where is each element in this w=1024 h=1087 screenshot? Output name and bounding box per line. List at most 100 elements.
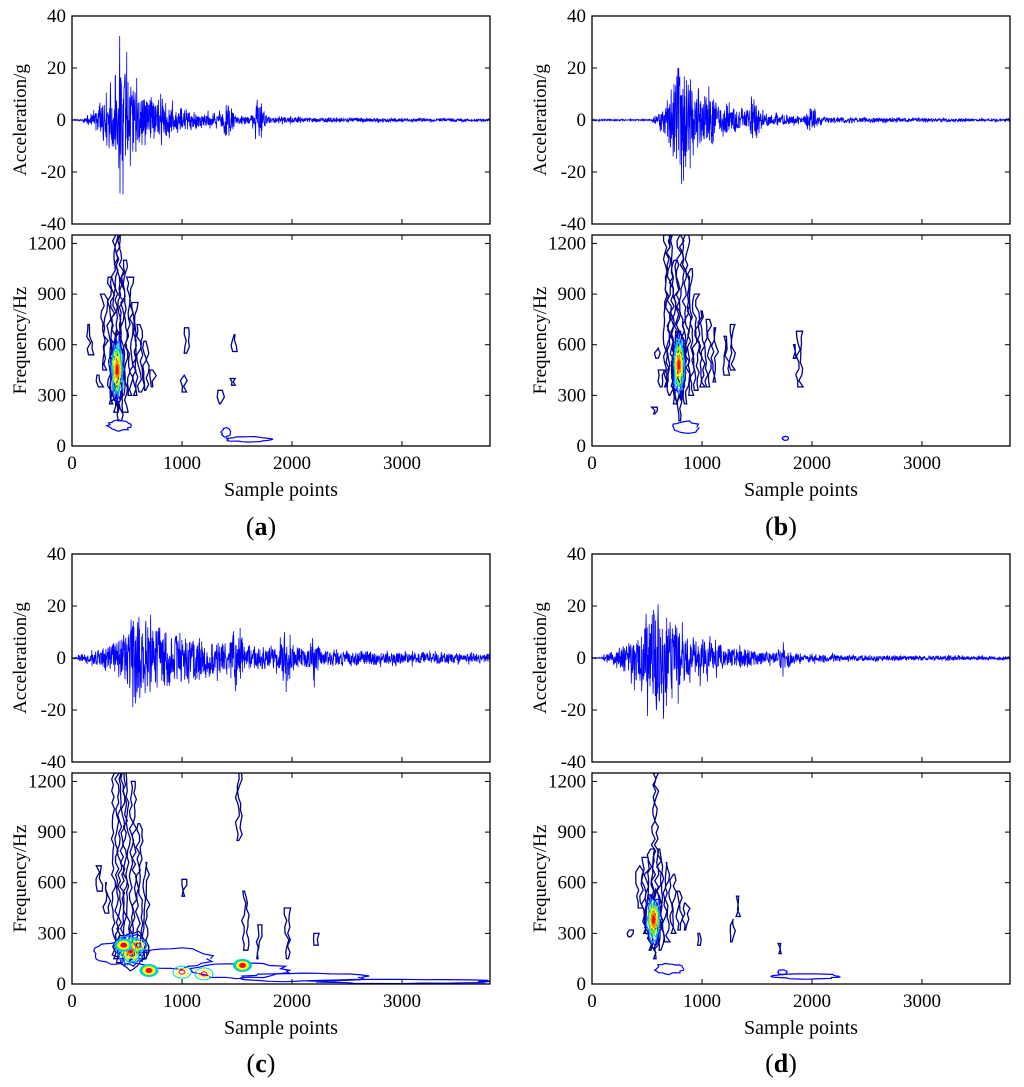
- contour-warm-spot: [131, 940, 145, 950]
- caption-close: ): [788, 512, 797, 541]
- contour-loop: [220, 427, 232, 438]
- timefreq-ylabel: Frequency/Hz: [10, 825, 31, 933]
- contour-warm-spot: [197, 969, 211, 979]
- signal-ytick-label: 0: [57, 648, 67, 669]
- timefreq-ytick-label: 1200: [28, 771, 66, 792]
- contour-stripe: [703, 318, 713, 388]
- timefreq-xtick-label: 3000: [383, 453, 421, 474]
- contour-stripe: [696, 932, 702, 946]
- signal-ylabel: Acceleration/g: [10, 602, 31, 714]
- contour-stripe: [710, 327, 720, 383]
- contour-stripe: [668, 873, 677, 935]
- timefreq-ylabel: Frequency/Hz: [530, 825, 551, 933]
- timefreq-ytick-label: 1200: [28, 233, 66, 254]
- contour-stripe: [181, 878, 188, 897]
- timefreq-xlabel: Sample points: [224, 1017, 338, 1039]
- contour-level: [113, 355, 121, 386]
- timefreq-xtick-label: 3000: [903, 453, 941, 474]
- timefreq-ytick-label: 1200: [548, 771, 586, 792]
- contour-stripe: [230, 333, 238, 353]
- contour-stripe: [179, 374, 188, 393]
- signal-ytick-label: 40: [47, 544, 66, 565]
- panel-b: 40200-20-40Acceleration/g120090060030000…: [530, 6, 1011, 541]
- timefreq-ytick-label: 0: [57, 436, 67, 457]
- contour-loop: [104, 419, 132, 432]
- contour-warm-spot: [145, 967, 153, 973]
- contour-warm-spot: [194, 967, 214, 981]
- contour-loop: [769, 973, 841, 980]
- contour-loop: [225, 435, 274, 443]
- contour-stripe: [128, 780, 138, 960]
- timefreq-xtick-label: 2000: [793, 991, 831, 1012]
- contour-stripe: [110, 773, 121, 960]
- contour-stripe: [681, 902, 691, 931]
- contour-warm-spot: [178, 969, 186, 975]
- contour-stripe: [142, 340, 150, 391]
- timefreq-ytick-label: 900: [38, 284, 67, 305]
- timefreq-xtick-label: 3000: [383, 991, 421, 1012]
- contour-level: [649, 907, 658, 933]
- panel-caption-d: (d): [765, 1049, 797, 1078]
- contour-stripe: [650, 406, 659, 415]
- signal-line-a: [71, 35, 491, 195]
- contour-group-d: [626, 773, 841, 980]
- timefreq-ytick-label: 0: [577, 436, 587, 457]
- contour-stripe: [691, 293, 701, 391]
- contour-stripe: [216, 389, 226, 405]
- contour-warm-spot: [120, 942, 128, 948]
- contour-stripe: [183, 327, 191, 354]
- signal-line-c: [71, 614, 491, 708]
- timefreq-xtick-label: 2000: [793, 453, 831, 474]
- signal-ytick-label: -40: [561, 214, 586, 235]
- contour-stripe: [125, 276, 135, 397]
- caption-close: ): [268, 512, 277, 541]
- timefreq-ytick-label: 900: [558, 284, 587, 305]
- caption-close: ): [267, 1049, 276, 1078]
- panel-c: 40200-20-40Acceleration/g120090060030000…: [10, 544, 491, 1078]
- contour-level: [675, 350, 683, 379]
- signal-ylabel: Acceleration/g: [530, 602, 551, 714]
- contour-loop: [653, 962, 685, 976]
- timefreq-xtick-label: 2000: [273, 453, 311, 474]
- timefreq-ytick-label: 0: [577, 974, 587, 995]
- contour-stripe: [661, 861, 672, 943]
- contour-level: [651, 914, 656, 925]
- signal-ytick-label: 40: [567, 544, 586, 565]
- timefreq-ytick-label: 600: [38, 335, 67, 356]
- panel-caption-a: (a): [246, 512, 276, 541]
- contour-stripe: [95, 374, 105, 388]
- signal-ylabel: Acceleration/g: [10, 64, 31, 176]
- contour-loop: [238, 972, 370, 983]
- contour-stripe: [228, 377, 237, 386]
- panel-a: 40200-20-40Acceleration/g120090060030000…: [10, 6, 491, 541]
- signal-ylabel: Acceleration/g: [530, 64, 551, 176]
- contour-stripe: [312, 932, 320, 946]
- caption-open: (: [765, 1049, 774, 1078]
- timefreq-xtick-label: 1000: [163, 453, 201, 474]
- contour-stripe: [102, 882, 112, 914]
- contour-stripe: [675, 890, 684, 931]
- signal-ytick-label: -20: [41, 162, 66, 183]
- timefreq-xtick-label: 0: [67, 991, 77, 1012]
- contour-stripe: [116, 773, 126, 960]
- timefreq-xtick-label: 2000: [273, 991, 311, 1012]
- timefreq-ytick-label: 300: [38, 923, 67, 944]
- timefreq-ytick-label: 300: [558, 385, 587, 406]
- contour-stripe: [626, 929, 634, 938]
- timefreq-frame-b: [591, 234, 1011, 447]
- contour-level: [677, 358, 681, 371]
- signal-line-d: [591, 604, 1011, 719]
- contour-loop: [189, 962, 291, 980]
- timefreq-ytick-label: 300: [558, 923, 587, 944]
- caption-letter: d: [774, 1049, 789, 1078]
- caption-open: (: [246, 512, 255, 541]
- timefreq-xtick-label: 0: [587, 453, 597, 474]
- contour-stripe: [134, 822, 145, 960]
- timefreq-ylabel: Frequency/Hz: [530, 287, 551, 395]
- caption-open: (: [247, 1049, 256, 1078]
- contour-warm-spot: [175, 967, 189, 977]
- contour-stripe: [86, 323, 95, 356]
- contour-stripe: [729, 919, 737, 943]
- contour-stripe: [283, 907, 292, 960]
